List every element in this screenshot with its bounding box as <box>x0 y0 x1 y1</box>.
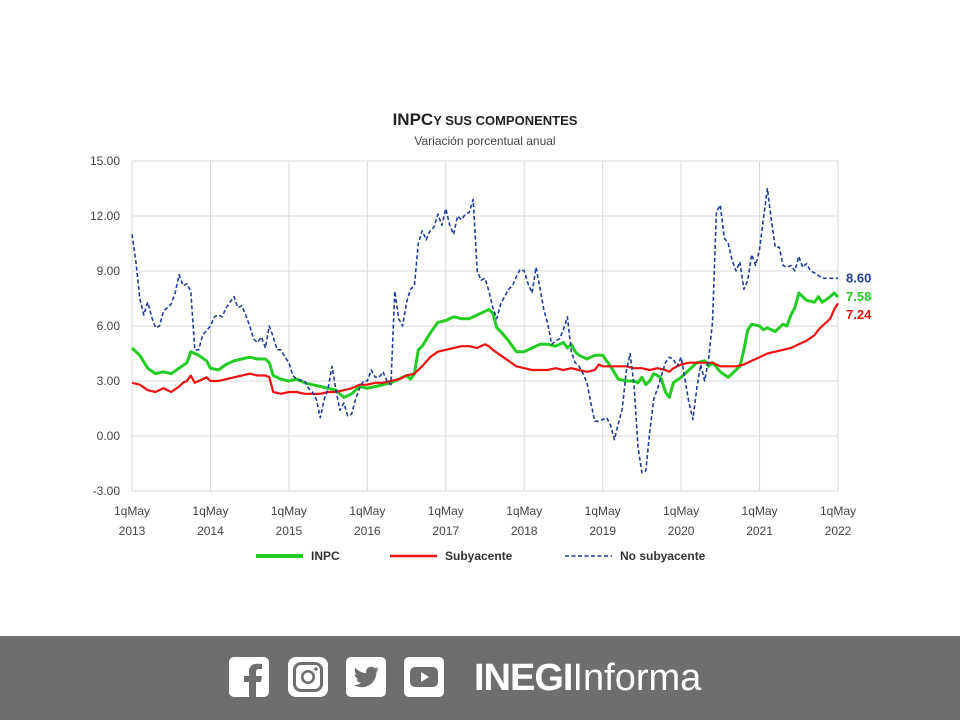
brand-bold: INEGI <box>474 657 573 699</box>
y-tick-label: 9.00 <box>97 264 121 278</box>
y-tick-label: 3.00 <box>97 374 121 388</box>
x-tick-label-year: 2021 <box>746 524 773 538</box>
end-labels: 7.58 7.24 8.60 <box>846 270 872 322</box>
series-line-no-subyacente <box>131 187 838 474</box>
legend-label: No subyacente <box>620 549 706 563</box>
y-tick-label: 6.00 <box>97 319 121 333</box>
x-tick-label-year: 2017 <box>432 524 459 538</box>
series-lines <box>130 187 840 474</box>
y-tick-label: 12.00 <box>90 209 120 223</box>
x-tick-label: 1qMay <box>349 504 385 518</box>
footer-bar: INEGIInforma <box>0 636 960 720</box>
chart-title: INPCY SUS COMPONENTES <box>0 110 960 130</box>
x-tick-label: 1qMay <box>585 504 621 518</box>
x-axis-ticks: 1qMay 2013 1qMay 2014 1qMay 2015 1qMay 2016 1qMa… <box>114 504 856 538</box>
brand-regular: Informa <box>572 657 702 699</box>
twitter-icon[interactable] <box>346 657 386 697</box>
x-tick-label: 1qMay <box>820 504 856 518</box>
x-tick-label: 1qMay <box>742 504 778 518</box>
series-line-subyacente <box>131 302 839 395</box>
x-tick-label: 1qMay <box>663 504 699 518</box>
x-tick-label: 1qMay <box>114 504 150 518</box>
x-tick-label-year: 2016 <box>354 524 381 538</box>
x-tick-label-year: 2013 <box>119 524 146 538</box>
legend-label: INPC <box>311 549 340 563</box>
inegi-informa-logo[interactable]: INEGIInforma <box>474 650 701 706</box>
legend-label: Subyacente <box>445 549 513 563</box>
x-tick-label-year: 2020 <box>668 524 695 538</box>
x-tick-label-year: 2019 <box>589 524 616 538</box>
y-tick-label: 15.00 <box>90 154 120 168</box>
x-tick-label: 1qMay <box>271 504 307 518</box>
title-rest: Y SUS COMPONENTES <box>433 113 578 128</box>
title-main: INPC <box>392 110 434 129</box>
y-tick-label: -3.00 <box>93 484 121 498</box>
x-tick-label: 1qMay <box>428 504 464 518</box>
x-tick-label-year: 2015 <box>276 524 303 538</box>
x-tick-label: 1qMay <box>506 504 542 518</box>
instagram-icon[interactable] <box>288 657 328 697</box>
end-label-inpc: 7.58 <box>846 289 871 304</box>
x-tick-label-year: 2014 <box>197 524 224 538</box>
legend: INPC Subyacente No subyacente <box>256 549 706 563</box>
x-tick-label-year: 2018 <box>511 524 538 538</box>
chart-subtitle: Variación porcentual anual <box>414 134 556 148</box>
facebook-icon[interactable] <box>229 657 269 697</box>
x-tick-label-year: 2022 <box>825 524 852 538</box>
x-tick-label: 1qMay <box>192 504 228 518</box>
y-axis-ticks: 15.00 12.00 9.00 6.00 3.00 0.00 -3.00 <box>90 154 120 498</box>
y-tick-label: 0.00 <box>97 429 121 443</box>
youtube-icon[interactable] <box>404 657 444 697</box>
end-label-no-subyacente: 8.60 <box>846 270 871 285</box>
line-chart: 15.00 12.00 9.00 6.00 3.00 0.00 -3.00 1qMay 201… <box>90 154 872 563</box>
end-label-subyacente: 7.24 <box>846 307 872 322</box>
grid <box>131 160 839 492</box>
